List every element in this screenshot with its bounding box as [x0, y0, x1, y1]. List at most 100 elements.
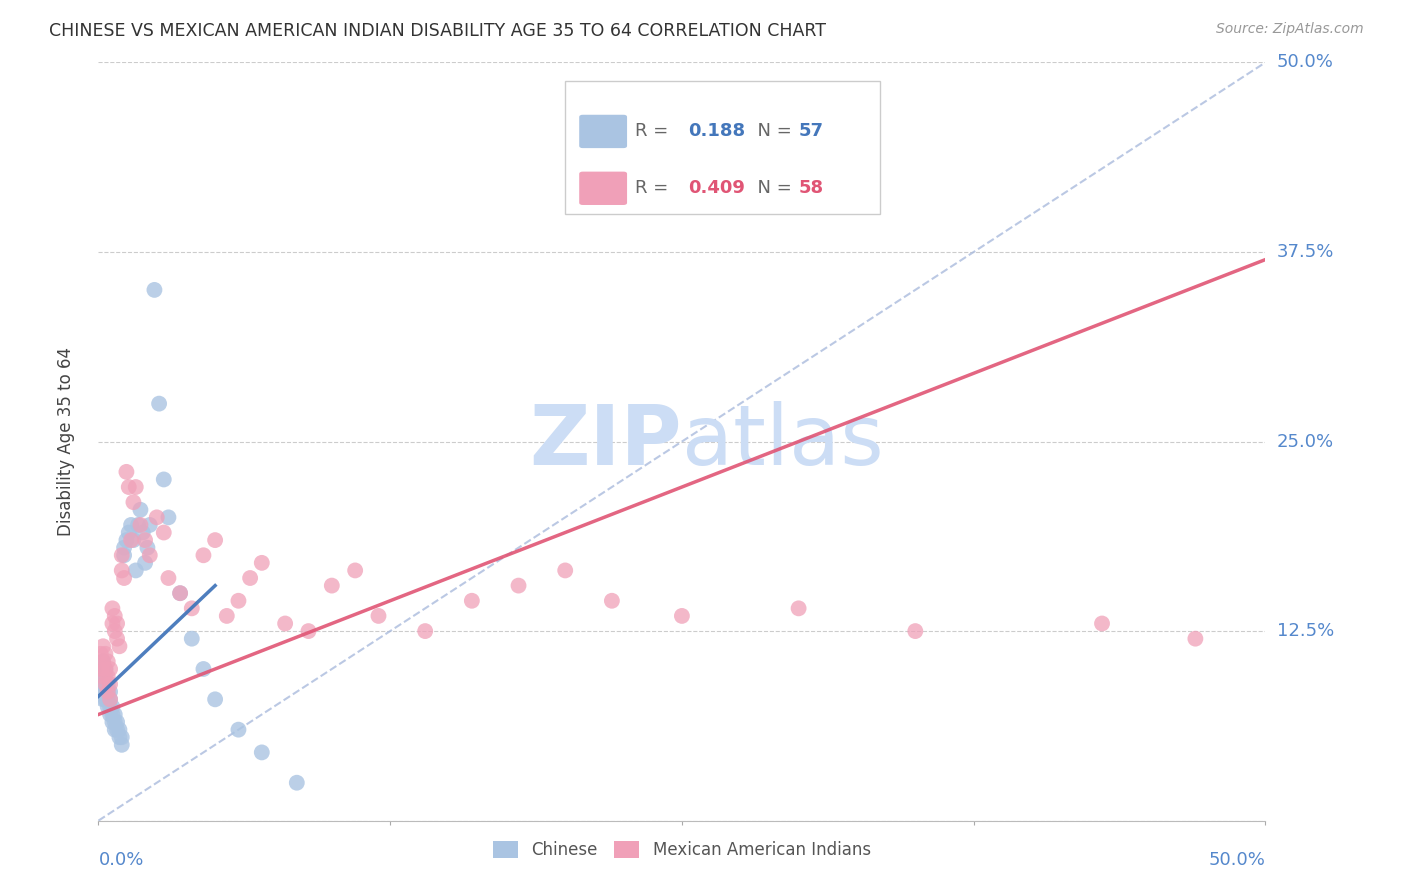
Point: [120, 517, 142, 532]
Point: [91, 669, 114, 683]
Point: [554, 564, 576, 578]
Point: [120, 533, 142, 548]
Point: [97, 685, 120, 699]
Point: [97, 692, 120, 706]
Point: [122, 495, 145, 509]
Point: [125, 564, 148, 578]
Point: [152, 473, 174, 487]
Point: [297, 624, 319, 639]
Point: [90, 647, 112, 661]
Text: N =: N =: [747, 178, 797, 196]
Point: [1184, 632, 1206, 646]
Point: [508, 579, 530, 593]
Point: [94, 662, 117, 676]
Point: [180, 632, 202, 646]
Point: [97, 685, 120, 699]
Point: [94, 692, 117, 706]
Text: 50.0%: 50.0%: [1209, 851, 1265, 869]
Point: [90, 662, 112, 676]
Point: [90, 662, 112, 676]
Point: [105, 616, 128, 631]
Point: [94, 662, 117, 676]
Point: [129, 503, 152, 517]
Point: [413, 624, 436, 639]
Point: [127, 517, 149, 532]
Point: [157, 510, 180, 524]
Legend: Chinese, Mexican American Indians: Chinese, Mexican American Indians: [486, 834, 877, 865]
Point: [132, 525, 155, 540]
Point: [91, 677, 114, 691]
Point: [98, 707, 121, 722]
Point: [115, 533, 138, 548]
Point: [228, 723, 250, 737]
Point: [215, 608, 238, 623]
Point: [139, 548, 162, 563]
Point: [91, 669, 114, 683]
Point: [250, 746, 273, 760]
Point: [97, 669, 120, 683]
Point: [94, 647, 117, 661]
Text: CHINESE VS MEXICAN AMERICAN INDIAN DISABILITY AGE 35 TO 64 CORRELATION CHART: CHINESE VS MEXICAN AMERICAN INDIAN DISAB…: [49, 22, 827, 40]
Text: 58: 58: [799, 178, 824, 196]
FancyBboxPatch shape: [565, 81, 880, 214]
FancyBboxPatch shape: [579, 171, 627, 205]
Text: ZIP: ZIP: [530, 401, 682, 482]
Point: [97, 699, 120, 714]
Text: R =: R =: [636, 178, 675, 196]
Point: [91, 662, 114, 676]
Point: [169, 586, 191, 600]
Point: [104, 624, 127, 639]
Point: [112, 548, 135, 563]
Point: [111, 548, 134, 563]
Point: [98, 677, 121, 691]
Y-axis label: Disability Age 35 to 64: Disability Age 35 to 64: [56, 347, 75, 536]
Point: [108, 639, 131, 653]
Point: [461, 594, 484, 608]
Point: [204, 533, 226, 548]
Point: [105, 632, 128, 646]
FancyBboxPatch shape: [579, 115, 627, 148]
Point: [787, 601, 810, 615]
Point: [97, 677, 120, 691]
Point: [146, 510, 169, 524]
Point: [98, 685, 121, 699]
Point: [193, 662, 215, 676]
Point: [105, 715, 128, 730]
Point: [204, 692, 226, 706]
Point: [152, 525, 174, 540]
Text: 25.0%: 25.0%: [1277, 433, 1334, 450]
Text: R =: R =: [636, 121, 675, 140]
Point: [94, 677, 117, 691]
Point: [274, 616, 297, 631]
Point: [104, 723, 127, 737]
Point: [139, 517, 162, 532]
Point: [285, 776, 308, 790]
Point: [122, 533, 145, 548]
Point: [239, 571, 262, 585]
Point: [125, 480, 148, 494]
Point: [180, 601, 202, 615]
Point: [91, 655, 114, 669]
Point: [193, 548, 215, 563]
Point: [904, 624, 927, 639]
Point: [136, 541, 159, 555]
Text: 0.0%: 0.0%: [98, 851, 143, 869]
Point: [101, 699, 124, 714]
Point: [111, 738, 134, 752]
Point: [101, 715, 124, 730]
Point: [90, 669, 112, 683]
Point: [321, 579, 343, 593]
Point: [104, 608, 127, 623]
Point: [104, 707, 127, 722]
Point: [91, 655, 114, 669]
Point: [98, 699, 121, 714]
Point: [98, 692, 121, 706]
Point: [671, 608, 693, 623]
Point: [115, 465, 138, 479]
Point: [228, 594, 250, 608]
Point: [98, 662, 121, 676]
Point: [112, 571, 135, 585]
Point: [129, 517, 152, 532]
Text: atlas: atlas: [682, 401, 883, 482]
Point: [101, 616, 124, 631]
